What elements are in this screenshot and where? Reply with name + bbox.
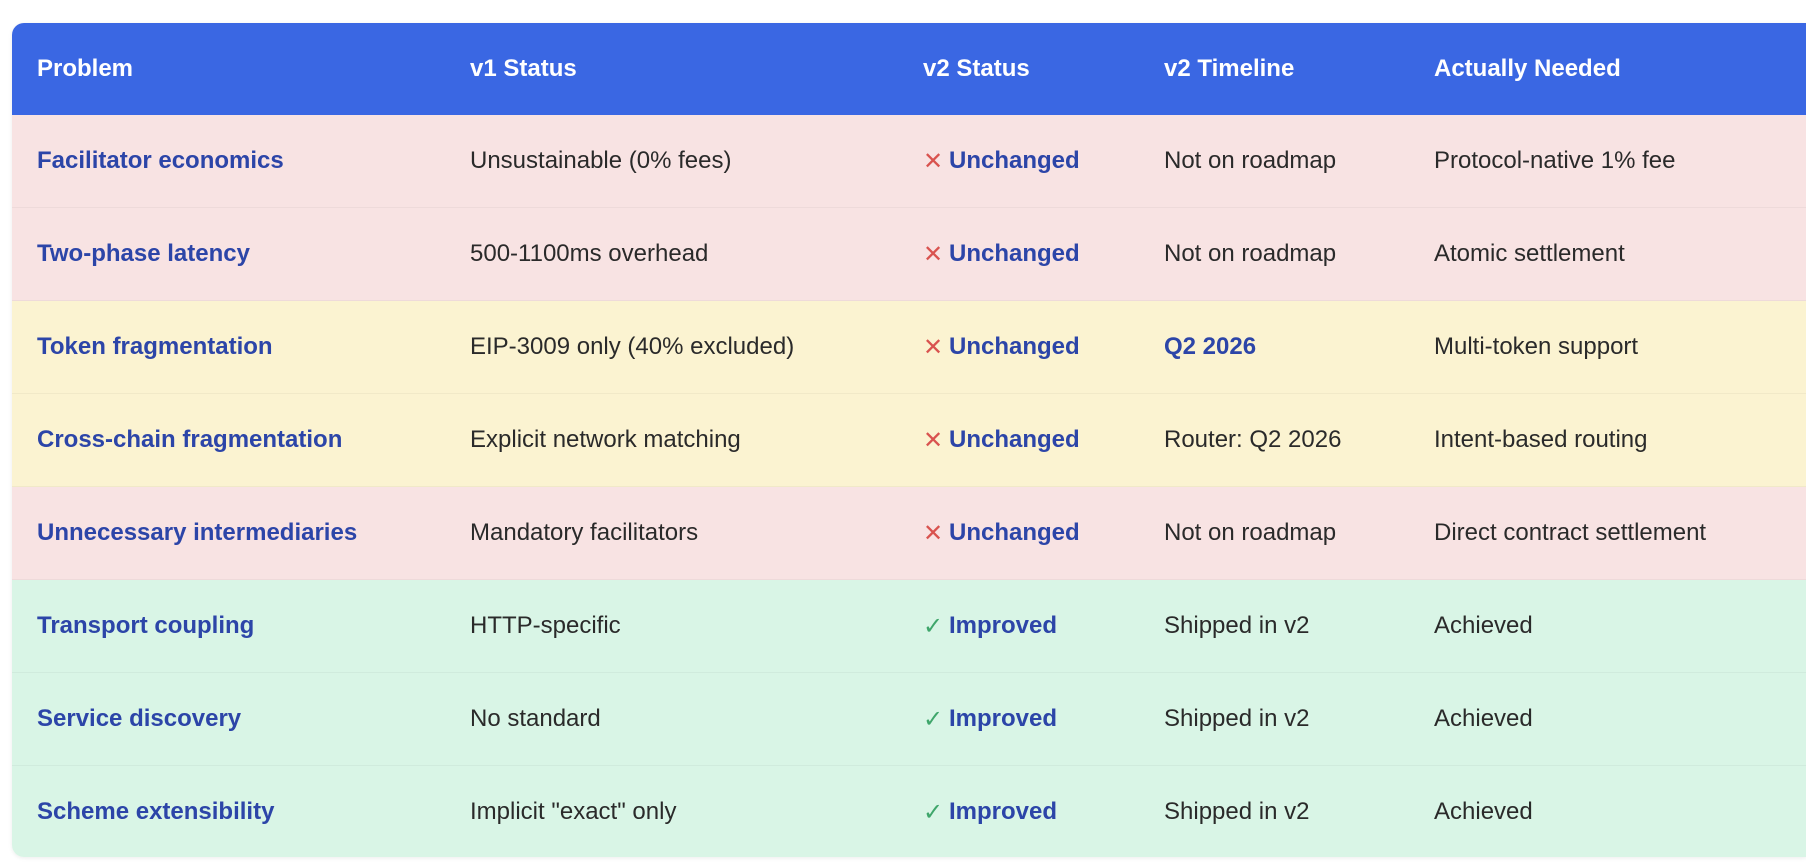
problem-cell: Scheme extensibility — [37, 798, 275, 825]
table-row: Two-phase latency 500-1100ms overhead ✕ … — [12, 208, 1806, 301]
v2-timeline-cell: Shipped in v2 — [1164, 705, 1310, 732]
v1-status-cell: EIP-3009 only (40% excluded) — [470, 333, 795, 360]
v2-status-cell: ✕ Unchanged — [923, 333, 1080, 362]
actually-needed-cell: Atomic settlement — [1434, 240, 1625, 267]
x-mark-icon: ✕ — [923, 519, 944, 547]
v2-status-cell: ✓ Improved — [923, 798, 1057, 827]
x-mark-icon: ✕ — [923, 426, 944, 454]
v2-status-label: Improved — [949, 705, 1058, 732]
header-problem: Problem — [37, 55, 134, 82]
actually-needed-cell: Achieved — [1434, 705, 1533, 732]
v2-status-label: Unchanged — [949, 519, 1080, 546]
v2-status-label: Improved — [949, 612, 1058, 639]
actually-needed-cell: Achieved — [1434, 798, 1533, 825]
problem-cell: Unnecessary intermediaries — [37, 519, 358, 546]
v1-status-cell: Implicit "exact" only — [470, 798, 677, 825]
v1-status-cell: Mandatory facilitators — [470, 519, 699, 546]
actually-needed-cell: Multi-token support — [1434, 333, 1639, 360]
header-v2-timeline: v2 Timeline — [1164, 55, 1295, 82]
v1-status-cell: 500-1100ms overhead — [470, 240, 709, 267]
actually-needed-cell: Achieved — [1434, 612, 1533, 639]
actually-needed-cell: Intent-based routing — [1434, 426, 1648, 453]
actually-needed-cell: Direct contract settlement — [1434, 519, 1707, 546]
v1-status-cell: No standard — [470, 705, 601, 732]
problem-cell: Two-phase latency — [37, 240, 250, 267]
v1-status-cell: Explicit network matching — [470, 426, 741, 453]
v2-status-label: Unchanged — [949, 426, 1080, 453]
check-mark-icon: ✓ — [923, 612, 944, 640]
check-mark-icon: ✓ — [923, 798, 944, 826]
v2-timeline-cell: Not on roadmap — [1164, 519, 1337, 546]
x-mark-icon: ✕ — [923, 147, 944, 175]
table-row: Facilitator economics Unsustainable (0% … — [12, 115, 1806, 208]
comparison-table: Problem v1 Status v2 Status v2 Timeline … — [12, 23, 1806, 857]
v2-status-cell: ✕ Unchanged — [923, 426, 1080, 455]
v2-timeline-cell: Router: Q2 2026 — [1164, 426, 1342, 453]
v1-status-cell: Unsustainable (0% fees) — [470, 147, 732, 174]
header-v1-status: v1 Status — [470, 55, 577, 82]
v2-status-label: Unchanged — [949, 147, 1080, 174]
v2-timeline-cell: Not on roadmap — [1164, 240, 1337, 267]
problem-cell: Facilitator economics — [37, 147, 284, 174]
x-mark-icon: ✕ — [923, 333, 944, 361]
table-row: Cross-chain fragmentation Explicit netwo… — [12, 394, 1806, 487]
table-row: Scheme extensibility Implicit "exact" on… — [12, 766, 1806, 857]
table-row: Transport coupling HTTP-specific ✓ Impro… — [12, 580, 1806, 673]
v2-status-cell: ✓ Improved — [923, 612, 1057, 641]
v2-status-cell: ✕ Unchanged — [923, 519, 1080, 548]
v2-timeline-cell: Shipped in v2 — [1164, 798, 1310, 825]
v2-status-label: Unchanged — [949, 333, 1080, 360]
check-mark-icon: ✓ — [923, 705, 944, 733]
problem-cell: Service discovery — [37, 705, 242, 732]
problem-cell: Cross-chain fragmentation — [37, 426, 343, 453]
problem-cell: Transport coupling — [37, 612, 255, 639]
header-actually-needed: Actually Needed — [1434, 55, 1621, 82]
table-row: Token fragmentation EIP-3009 only (40% e… — [12, 301, 1806, 394]
v2-timeline-cell: Q2 2026 — [1164, 333, 1257, 360]
header-v2-status: v2 Status — [923, 55, 1030, 82]
v2-timeline-cell: Shipped in v2 — [1164, 612, 1310, 639]
v2-status-label: Unchanged — [949, 240, 1080, 267]
v2-timeline-cell: Not on roadmap — [1164, 147, 1337, 174]
table-row: Unnecessary intermediaries Mandatory fac… — [12, 487, 1806, 580]
actually-needed-cell: Protocol-native 1% fee — [1434, 147, 1676, 174]
v1-status-cell: HTTP-specific — [470, 612, 621, 639]
table-row: Service discovery No standard ✓ Improved… — [12, 673, 1806, 766]
problem-cell: Token fragmentation — [37, 333, 273, 360]
x-mark-icon: ✕ — [923, 240, 944, 268]
v2-status-cell: ✓ Improved — [923, 705, 1057, 734]
table-header-row: Problem v1 Status v2 Status v2 Timeline … — [12, 23, 1806, 115]
v2-status-cell: ✕ Unchanged — [923, 147, 1080, 176]
v2-status-label: Improved — [949, 798, 1058, 825]
v2-status-cell: ✕ Unchanged — [923, 240, 1080, 269]
